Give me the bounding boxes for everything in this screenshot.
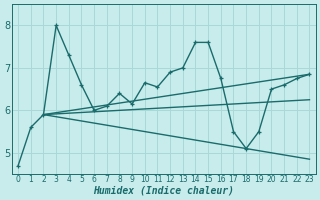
X-axis label: Humidex (Indice chaleur): Humidex (Indice chaleur) (93, 186, 234, 196)
